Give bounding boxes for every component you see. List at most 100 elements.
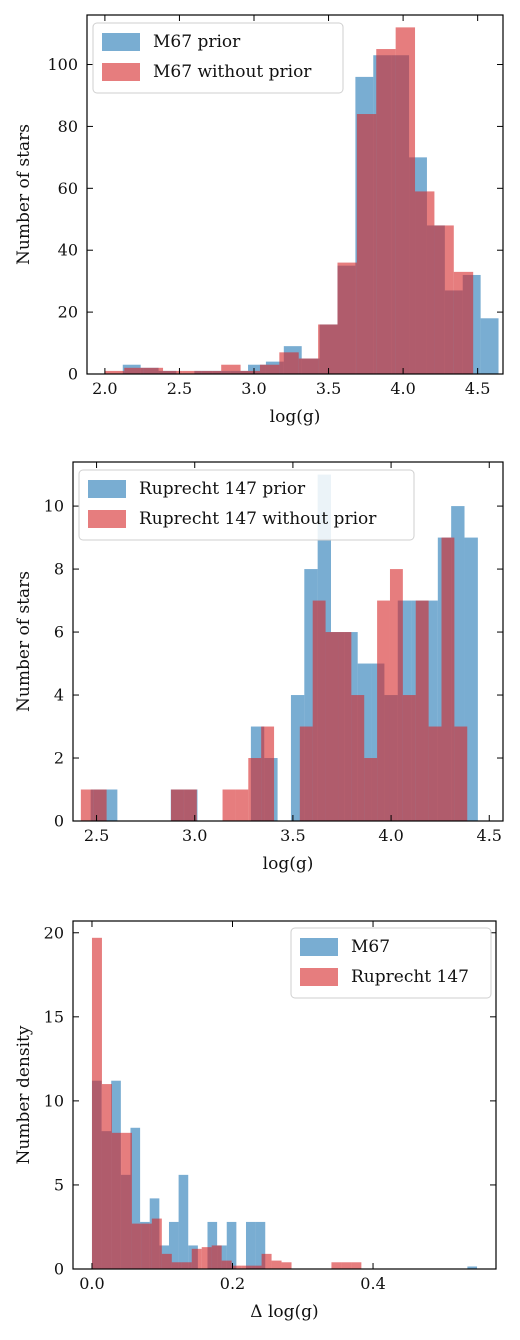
bar bbox=[211, 1245, 222, 1269]
bar bbox=[183, 789, 197, 821]
bar bbox=[312, 600, 326, 821]
bar bbox=[434, 225, 454, 374]
bar bbox=[351, 695, 365, 821]
bar bbox=[453, 271, 474, 374]
x-tick-label: 0.2 bbox=[220, 1274, 245, 1293]
y-tick-label: 15 bbox=[44, 1007, 64, 1026]
bar bbox=[464, 537, 478, 821]
y-axis-label: Number of stars bbox=[14, 571, 34, 712]
bar bbox=[241, 1265, 252, 1269]
bar bbox=[171, 1262, 182, 1269]
bar bbox=[351, 1262, 362, 1269]
x-tick-label: 4.0 bbox=[378, 826, 403, 845]
bar bbox=[151, 1218, 162, 1269]
bar bbox=[178, 1174, 189, 1269]
x-tick-label: 4.0 bbox=[390, 379, 415, 398]
bar bbox=[143, 367, 164, 374]
legend-label: Ruprecht 147 without prior bbox=[139, 509, 377, 529]
y-tick-label: 40 bbox=[58, 241, 78, 260]
bar bbox=[221, 1260, 232, 1269]
legend: M67 prior M67 without prior bbox=[92, 22, 344, 94]
bar bbox=[248, 364, 266, 374]
y-tick-label: 0 bbox=[54, 812, 64, 831]
bar bbox=[111, 1132, 122, 1269]
y-tick-label: 5 bbox=[54, 1175, 64, 1194]
y-tick-label: 2 bbox=[54, 749, 64, 768]
bar bbox=[299, 726, 313, 821]
bar bbox=[467, 1266, 478, 1269]
bar bbox=[141, 1223, 152, 1269]
bar bbox=[318, 324, 338, 374]
bar bbox=[251, 1265, 262, 1269]
legend-swatch bbox=[300, 938, 338, 956]
legend-label: M67 prior bbox=[153, 32, 241, 52]
y-axis-label: Number density bbox=[14, 1025, 34, 1164]
y-tick-label: 0 bbox=[68, 365, 78, 384]
bar bbox=[130, 1127, 141, 1269]
x-tick-label: 3.0 bbox=[182, 826, 207, 845]
bar bbox=[93, 789, 107, 821]
legend-box bbox=[92, 22, 344, 94]
axes-frame bbox=[86, 14, 504, 375]
bar bbox=[104, 789, 118, 821]
bar bbox=[201, 1247, 212, 1269]
bar bbox=[248, 758, 262, 821]
bar bbox=[182, 370, 202, 374]
bar bbox=[168, 1221, 179, 1269]
bar bbox=[356, 114, 377, 374]
bar bbox=[415, 191, 435, 374]
bar bbox=[191, 1248, 202, 1269]
bar bbox=[337, 262, 357, 374]
bar bbox=[376, 49, 396, 374]
bar bbox=[255, 1221, 266, 1269]
panel-3: 0.0 0.2 0.4 0 5 10 15 20 Δ log(g) Number density M… bbox=[14, 920, 497, 1322]
legend-swatch bbox=[88, 510, 126, 528]
y-tick-label: 60 bbox=[58, 179, 78, 198]
bar bbox=[221, 364, 241, 374]
bar bbox=[217, 1245, 227, 1269]
bar bbox=[377, 600, 390, 821]
bar bbox=[235, 789, 249, 821]
bar bbox=[226, 1221, 237, 1269]
bar bbox=[395, 27, 416, 374]
bar bbox=[124, 367, 144, 374]
bar bbox=[121, 1132, 132, 1269]
bar bbox=[338, 632, 352, 821]
bar bbox=[454, 726, 468, 821]
x-tick-label: 3.5 bbox=[280, 826, 305, 845]
bar bbox=[163, 370, 183, 374]
series-m67-without-prior bbox=[104, 27, 474, 374]
bar bbox=[171, 789, 184, 821]
x-axis-label: Δ log(g) bbox=[250, 1302, 318, 1322]
y-tick-label: 100 bbox=[47, 55, 78, 74]
bar bbox=[161, 1253, 172, 1269]
bar bbox=[441, 537, 455, 821]
y-tick-label: 6 bbox=[54, 623, 64, 642]
bar bbox=[428, 726, 442, 821]
bar bbox=[231, 1265, 242, 1269]
x-tick-label: 0.0 bbox=[79, 1274, 104, 1293]
bar bbox=[222, 789, 236, 821]
bar bbox=[245, 1221, 256, 1269]
bar bbox=[91, 937, 102, 1269]
x-tick-label: 0.4 bbox=[360, 1274, 385, 1293]
bar bbox=[259, 364, 280, 374]
panel-1: 2.0 2.5 3.0 3.5 4.0 4.5 0 20 40 60 80 100 log(g) Numb… bbox=[14, 14, 504, 427]
bar bbox=[325, 632, 339, 821]
bar bbox=[240, 370, 260, 374]
y-tick-label: 10 bbox=[44, 497, 64, 516]
bar bbox=[181, 1262, 192, 1269]
legend-swatch bbox=[102, 63, 140, 81]
bar bbox=[101, 1084, 112, 1269]
x-tick-label: 4.5 bbox=[477, 826, 502, 845]
legend: Ruprecht 147 prior Ruprecht 147 without p… bbox=[78, 469, 415, 541]
x-axis-label: log(g) bbox=[263, 854, 314, 874]
x-tick-label: 3.5 bbox=[316, 379, 341, 398]
bar bbox=[480, 318, 499, 374]
legend-label: Ruprecht 147 prior bbox=[139, 479, 306, 499]
bar bbox=[389, 569, 403, 821]
axes-frame bbox=[72, 461, 504, 822]
x-tick-label: 2.5 bbox=[84, 826, 109, 845]
y-tick-label: 8 bbox=[54, 560, 64, 579]
